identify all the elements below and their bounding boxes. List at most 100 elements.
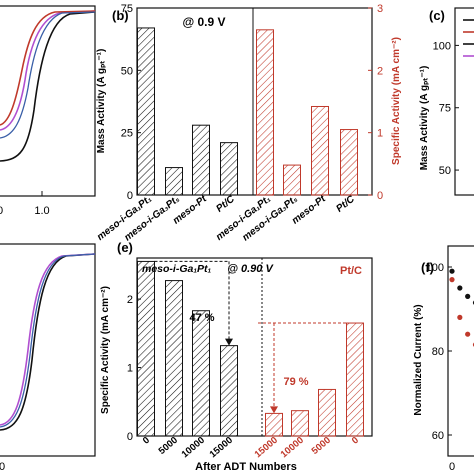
panel-a-tick-label-0: 0 — [0, 205, 3, 217]
panel-d-curve-purple — [0, 253, 96, 426]
tick-label: 60 — [432, 430, 444, 442]
category-label: 0 — [350, 435, 361, 447]
panel-f-axis: 60 80 100 0 — [426, 262, 455, 473]
tick-label: 2 — [127, 294, 133, 306]
category-label: Pt/C — [334, 193, 357, 214]
panel-c: (c) 50 75 100 Mass Activity (A gₚₜ⁻¹) — [419, 7, 474, 196]
panel-e-bars — [137, 260, 364, 437]
panel-c-label: (c) — [429, 8, 445, 23]
panel-b-bars — [137, 27, 358, 196]
category-label: 10000 — [180, 435, 207, 460]
panel-e-annotation: @ 0.90 V — [227, 263, 274, 275]
panel-b-ylabel-right: Specific Activity (mA cm⁻²) — [391, 37, 402, 165]
panel-d-frame — [0, 243, 96, 457]
bar-specific-activity — [256, 29, 274, 196]
point-black — [449, 268, 455, 274]
point-black — [457, 285, 463, 291]
bar-mass-activity — [165, 167, 183, 196]
panel-d-curve-black — [0, 253, 96, 431]
panel-c-axis: 50 75 100 — [433, 40, 459, 177]
tick-label: 0 — [449, 461, 455, 473]
tick-label: 1 — [127, 363, 133, 375]
panel-e-axis: 0 1 2 — [127, 294, 141, 443]
panel-f-series — [449, 268, 474, 347]
panel-c-frame — [454, 7, 474, 196]
panel-a-frame — [0, 5, 96, 197]
bar-ga1pt1 — [220, 345, 238, 437]
panel-e-arrows — [154, 260, 347, 414]
bar-ga1pt1 — [137, 260, 155, 437]
category-label: 0 — [141, 435, 152, 447]
bar-ptc — [346, 322, 364, 437]
tick-label: 2 — [377, 65, 383, 77]
tick-label: 3 — [377, 3, 383, 15]
panel-e: (e) meso-i-Ga₁Pt₁ @ 0.90 V Pt/C 47 % 79 … — [100, 240, 373, 473]
bar-specific-activity — [311, 105, 329, 196]
panel-c-ylabel: Mass Activity (A gₚₜ⁻¹) — [419, 66, 430, 171]
arrowhead-red — [270, 406, 278, 414]
bar-specific-activity — [340, 129, 358, 196]
tick-label: 0 — [127, 190, 133, 202]
tick-label: 75 — [121, 3, 133, 15]
panel-a-curve-red — [0, 10, 96, 126]
panel-a-curve-blue — [0, 11, 96, 139]
panel-b-ylabel: Mass Activity (A gₚₜ⁻¹) — [96, 49, 107, 154]
panel-e-xlabel: After ADT Numbers — [195, 461, 297, 473]
tick-label: 100 — [426, 262, 444, 274]
panel-e-pct-left: 47 % — [189, 312, 214, 324]
panel-a-curve-black — [0, 11, 96, 162]
tick-label: 1 — [377, 128, 383, 140]
panel-b-annotation: @ 0.9 V — [182, 15, 225, 29]
bar-specific-activity — [283, 164, 301, 196]
category-label: Pt/C — [214, 193, 237, 214]
panel-c-legend-marks — [463, 19, 474, 57]
panel-b-label: (b) — [112, 8, 129, 23]
tick-label: 50 — [439, 165, 451, 177]
bar-mass-activity — [220, 142, 238, 196]
tick-label: 100 — [433, 40, 451, 52]
panel-a-tick-label-1: 1.0 — [34, 205, 49, 217]
bar-ptc — [291, 410, 309, 437]
point-red — [465, 331, 471, 337]
panel-a: 0 1.0 — [0, 5, 96, 217]
bar-mass-activity — [137, 27, 155, 196]
panel-d-tick-label-0: 0 — [0, 461, 5, 473]
point-red — [457, 314, 463, 320]
panel-d-curve-blue — [0, 253, 96, 428]
bar-ptc — [318, 388, 336, 437]
panel-b-frame — [136, 7, 373, 196]
panel-b-left-axis: 0 25 50 75 — [121, 3, 141, 202]
tick-label: 25 — [121, 128, 133, 140]
point-red — [449, 277, 455, 283]
bar-ptc — [265, 412, 283, 437]
category-label: 15000 — [208, 435, 235, 460]
panel-f: (f) 60 80 100 0 Normalized Current (%) — [413, 245, 474, 473]
arrowhead-black — [225, 338, 233, 346]
bar-ga1pt1 — [165, 280, 183, 437]
category-label: 10000 — [279, 435, 306, 460]
panel-e-ptc-label: Pt/C — [340, 265, 362, 277]
panel-e-sample-label: meso-i-Ga₁Pt₁ — [142, 263, 212, 275]
panel-f-ylabel: Normalized Current (%) — [413, 304, 424, 415]
tick-label: 80 — [432, 346, 444, 358]
tick-label: 0 — [127, 431, 133, 443]
panel-e-label: (e) — [117, 240, 133, 255]
tick-label: 0 — [377, 190, 383, 202]
point-black — [465, 293, 471, 299]
panel-d: 0 — [0, 243, 96, 473]
bar-ga1pt1 — [192, 310, 210, 437]
panel-f-label: (f) — [421, 260, 434, 275]
tick-label: 75 — [439, 103, 451, 115]
bar-mass-activity — [192, 124, 210, 196]
panel-b-right-axis: 0 1 2 3 — [368, 3, 383, 202]
panel-e-ylabel: Specific Activity (mA cm⁻²) — [100, 286, 111, 414]
panel-a-curve-purple — [0, 10, 96, 131]
category-label: 5000 — [310, 435, 333, 457]
tick-label: 50 — [121, 65, 133, 77]
panel-e-pct-right: 79 % — [283, 376, 308, 388]
category-label: 15000 — [253, 435, 280, 460]
panel-b: (b) @ 0.9 V 0 25 50 75 0 1 2 3 meso-i-Ga₁Pt₁ me… — [95, 3, 402, 243]
